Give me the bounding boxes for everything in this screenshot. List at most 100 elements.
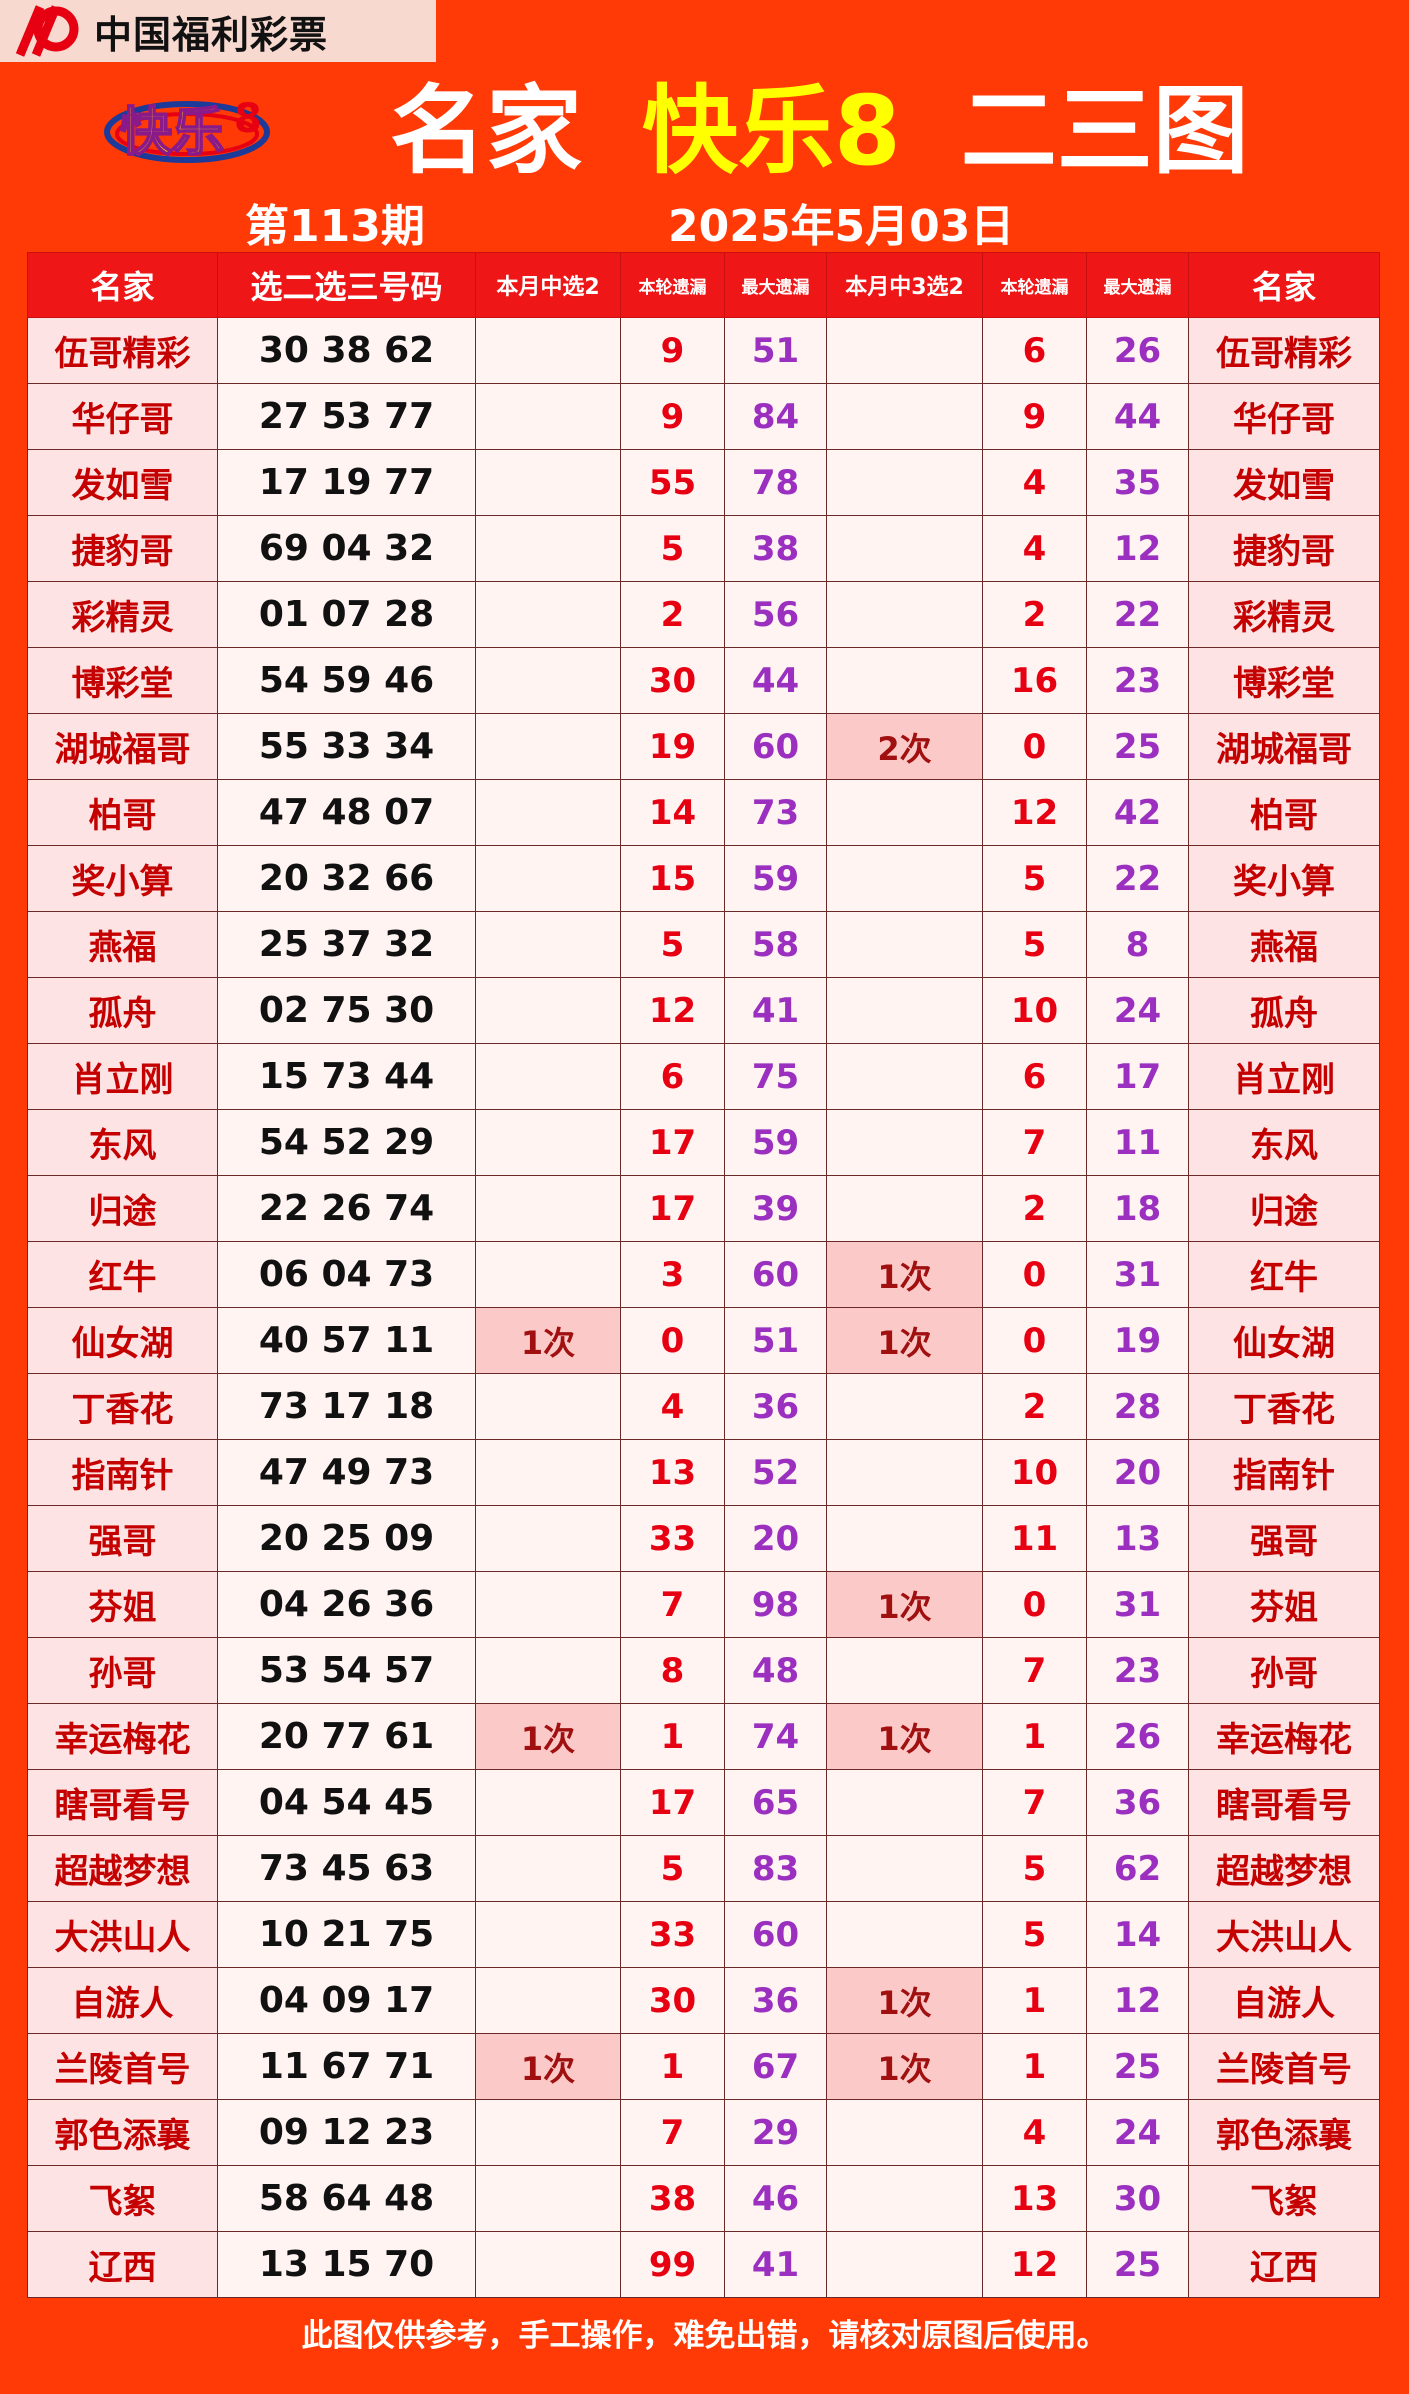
expert-name-right: 东风 [1188, 1109, 1380, 1176]
month-hit-pick2 [475, 2231, 621, 2298]
expert-name-right: 仙女湖 [1188, 1307, 1380, 1374]
table-row: 彩精灵 01 07 28 2 56 2 22 彩精灵 [27, 581, 1380, 648]
welfare-lottery-logo: 中国福利彩票 [0, 0, 436, 62]
current-miss: 30 [620, 1967, 725, 2034]
expert-name: 幸运梅花 [27, 1703, 218, 1770]
table-row: 捷豹哥 69 04 32 5 38 4 12 捷豹哥 [27, 515, 1380, 582]
max-miss: 20 [724, 1505, 827, 1572]
current-miss: 17 [620, 1109, 725, 1176]
max-miss: 65 [724, 1769, 827, 1836]
month-hit-3pick2 [826, 581, 983, 648]
table-row: 大洪山人 10 21 75 33 60 5 14 大洪山人 [27, 1901, 1380, 1968]
max-miss: 74 [724, 1703, 827, 1770]
max-miss-2: 62 [1086, 1835, 1189, 1902]
expert-name: 奖小算 [27, 845, 218, 912]
current-miss-2: 4 [982, 449, 1087, 516]
expert-name-right: 博彩堂 [1188, 647, 1380, 714]
current-miss: 15 [620, 845, 725, 912]
month-hit-pick2: 1次 [475, 2033, 621, 2100]
expert-name: 彩精灵 [27, 581, 218, 648]
title-right: 二三图 [960, 74, 1249, 187]
current-miss-2: 0 [982, 1571, 1087, 1638]
current-miss-2: 5 [982, 911, 1087, 978]
max-miss-2: 24 [1086, 2099, 1189, 2166]
month-hit-3pick2 [826, 1175, 983, 1242]
expert-name-right: 郭色添襄 [1188, 2099, 1380, 2166]
expert-name: 大洪山人 [27, 1901, 218, 1968]
max-miss-2: 8 [1086, 911, 1189, 978]
header-max-miss-2: 最大遗漏 [1086, 252, 1189, 318]
pick-numbers: 69 04 32 [217, 515, 476, 582]
month-hit-pick2 [475, 383, 621, 450]
month-hit-pick2 [475, 515, 621, 582]
table-row: 归途 22 26 74 17 39 2 18 归途 [27, 1175, 1380, 1242]
month-hit-pick2 [475, 1505, 621, 1572]
expert-name-right: 孙哥 [1188, 1637, 1380, 1704]
expert-name: 东风 [27, 1109, 218, 1176]
current-miss-2: 10 [982, 977, 1087, 1044]
expert-name-right: 彩精灵 [1188, 581, 1380, 648]
month-hit-3pick2 [826, 845, 983, 912]
table-row: 自游人 04 09 17 30 36 1次 1 12 自游人 [27, 1967, 1380, 2034]
expert-name-right: 捷豹哥 [1188, 515, 1380, 582]
month-hit-3pick2: 1次 [826, 1241, 983, 1308]
current-miss: 4 [620, 1373, 725, 1440]
expert-name: 郭色添襄 [27, 2099, 218, 2166]
header-expert-right: 名家 [1188, 252, 1380, 318]
pick-numbers: 40 57 11 [217, 1307, 476, 1374]
expert-name: 超越梦想 [27, 1835, 218, 1902]
header-current-miss: 本轮遗漏 [620, 252, 725, 318]
table-row: 指南针 47 49 73 13 52 10 20 指南针 [27, 1439, 1380, 1506]
max-miss: 75 [724, 1043, 827, 1110]
pick-numbers: 01 07 28 [217, 581, 476, 648]
table-row: 柏哥 47 48 07 14 73 12 42 柏哥 [27, 779, 1380, 846]
current-miss-2: 4 [982, 515, 1087, 582]
expert-name-right: 飞絮 [1188, 2165, 1380, 2232]
expert-name: 燕福 [27, 911, 218, 978]
month-hit-pick2 [475, 1373, 621, 1440]
table-row: 郭色添襄 09 12 23 7 29 4 24 郭色添襄 [27, 2099, 1380, 2166]
max-miss: 56 [724, 581, 827, 648]
month-hit-pick2 [475, 845, 621, 912]
current-miss-2: 0 [982, 1307, 1087, 1374]
expert-table: 名家 选二选三号码 本月中选2 本轮遗漏 最大遗漏 本月中3选2 本轮遗漏 最大… [27, 252, 1380, 2298]
expert-name: 湖城福哥 [27, 713, 218, 780]
current-miss-2: 0 [982, 713, 1087, 780]
max-miss: 29 [724, 2099, 827, 2166]
max-miss-2: 25 [1086, 2033, 1189, 2100]
table-row: 丁香花 73 17 18 4 36 2 28 丁香花 [27, 1373, 1380, 1440]
pick-numbers: 54 59 46 [217, 647, 476, 714]
table-row: 燕福 25 37 32 5 58 5 8 燕福 [27, 911, 1380, 978]
current-miss-2: 7 [982, 1769, 1087, 1836]
expert-name: 强哥 [27, 1505, 218, 1572]
max-miss: 41 [724, 977, 827, 1044]
table-row: 孙哥 53 54 57 8 48 7 23 孙哥 [27, 1637, 1380, 1704]
expert-name-right: 孤舟 [1188, 977, 1380, 1044]
current-miss-2: 1 [982, 2033, 1087, 2100]
expert-name: 红牛 [27, 1241, 218, 1308]
month-hit-3pick2 [826, 977, 983, 1044]
current-miss: 9 [620, 383, 725, 450]
expert-name-right: 兰陵首号 [1188, 2033, 1380, 2100]
table-row: 瞎哥看号 04 54 45 17 65 7 36 瞎哥看号 [27, 1769, 1380, 1836]
max-miss: 36 [724, 1967, 827, 2034]
current-miss: 6 [620, 1043, 725, 1110]
header-month-hit-3pick2: 本月中3选2 [826, 252, 983, 318]
current-miss: 13 [620, 1439, 725, 1506]
month-hit-pick2 [475, 1769, 621, 1836]
current-miss-2: 1 [982, 1703, 1087, 1770]
current-miss: 3 [620, 1241, 725, 1308]
table-row: 湖城福哥 55 33 34 19 60 2次 0 25 湖城福哥 [27, 713, 1380, 780]
pick-numbers: 54 52 29 [217, 1109, 476, 1176]
current-miss: 5 [620, 911, 725, 978]
current-miss-2: 16 [982, 647, 1087, 714]
max-miss: 48 [724, 1637, 827, 1704]
header-expert: 名家 [27, 252, 218, 318]
expert-name: 兰陵首号 [27, 2033, 218, 2100]
table-row: 博彩堂 54 59 46 30 44 16 23 博彩堂 [27, 647, 1380, 714]
max-miss: 59 [724, 1109, 827, 1176]
current-miss: 5 [620, 1835, 725, 1902]
current-miss-2: 6 [982, 317, 1087, 384]
max-miss-2: 17 [1086, 1043, 1189, 1110]
current-miss: 38 [620, 2165, 725, 2232]
